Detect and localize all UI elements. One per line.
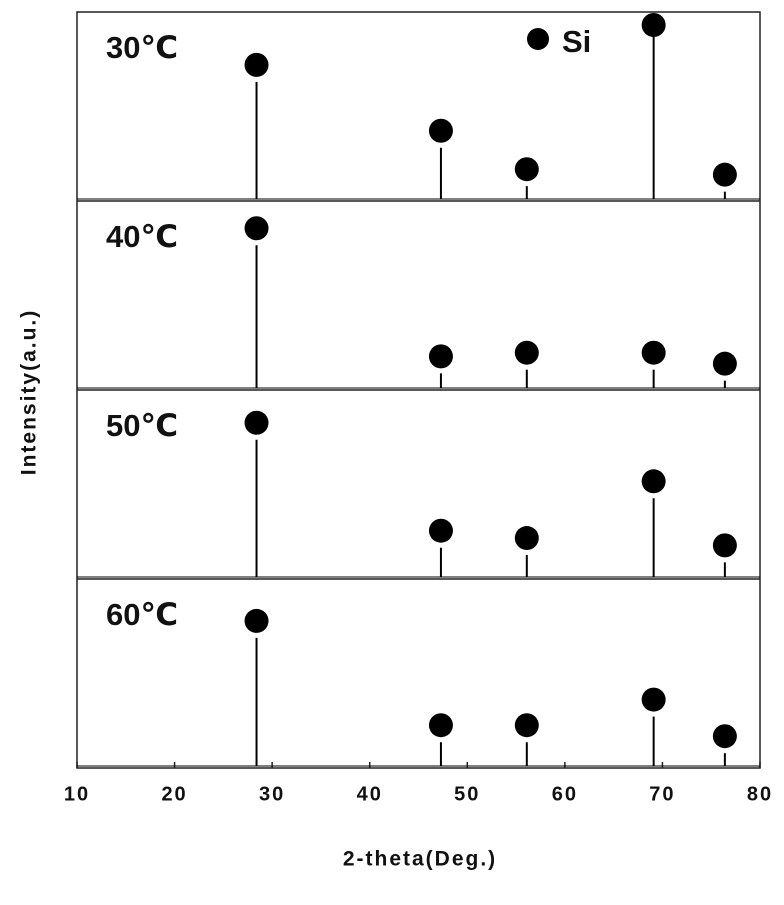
peak-marker	[244, 216, 269, 241]
x-tick-label: 80	[747, 783, 773, 805]
peak-marker	[428, 713, 453, 738]
peak-marker	[428, 344, 453, 369]
peak-marker	[514, 340, 539, 365]
peak-marker	[712, 351, 737, 376]
peak-marker	[244, 52, 269, 77]
x-tick-label: 10	[64, 783, 90, 805]
peak-marker	[641, 340, 666, 365]
x-tick-label: 20	[161, 783, 187, 805]
panel-label: 60℃	[106, 597, 178, 632]
panel-label: 50℃	[106, 408, 178, 443]
peak-marker	[514, 526, 539, 551]
x-tick-label: 70	[649, 783, 675, 805]
x-tick-label: 40	[357, 783, 383, 805]
peak-marker	[244, 608, 269, 633]
peak-marker	[712, 533, 737, 558]
peak-marker	[712, 724, 737, 749]
legend-marker	[527, 28, 549, 50]
peak-marker	[712, 162, 737, 187]
peak-marker	[244, 410, 269, 435]
peak-marker	[514, 157, 539, 182]
y-axis-title: Intensity(a.u.)	[18, 309, 41, 476]
x-tick-label: 50	[454, 783, 480, 805]
panel-label: 40℃	[106, 219, 178, 254]
peak-marker	[428, 118, 453, 143]
panel-label: 30℃	[106, 30, 178, 65]
peak-marker	[641, 13, 666, 37]
peak-marker	[641, 469, 666, 494]
peak-marker	[641, 687, 666, 712]
x-tick-label: 30	[259, 783, 285, 805]
x-tick-label: 60	[552, 783, 578, 805]
legend-label: Si	[562, 24, 591, 59]
peak-marker	[428, 518, 453, 543]
peak-marker	[514, 713, 539, 738]
x-axis-title: 2-theta(Deg.)	[343, 848, 497, 871]
